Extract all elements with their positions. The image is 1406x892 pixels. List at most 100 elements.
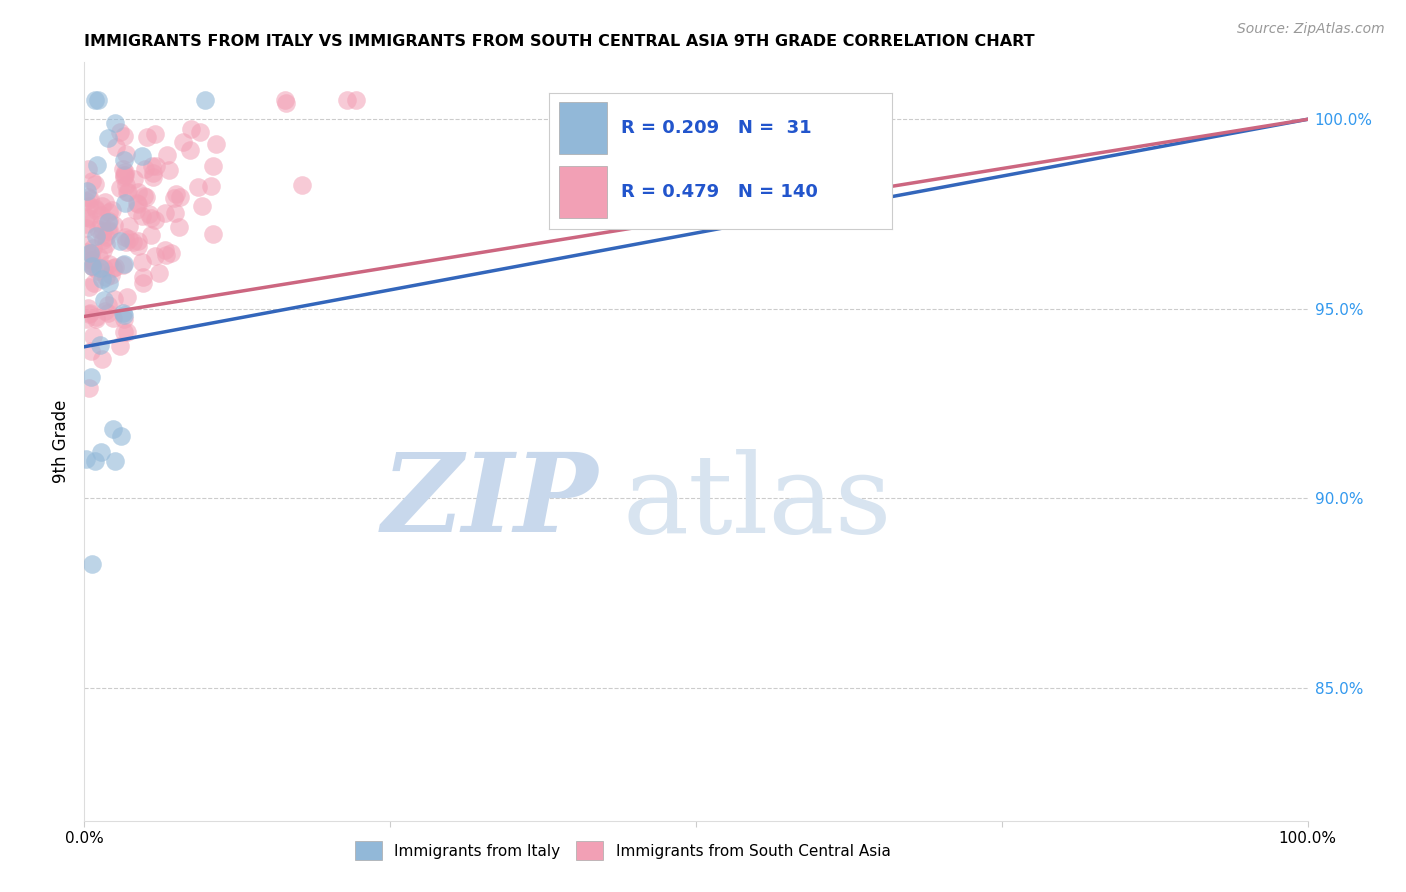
Point bbox=[87, 264, 110, 278]
Point bbox=[104, 139, 127, 153]
Point bbox=[127, 197, 149, 211]
Point bbox=[80, 255, 103, 269]
Point bbox=[127, 195, 149, 210]
Point bbox=[80, 246, 103, 260]
Point bbox=[156, 148, 179, 162]
Point bbox=[200, 179, 222, 194]
Point bbox=[75, 220, 97, 235]
Point bbox=[77, 199, 100, 213]
Point bbox=[84, 202, 107, 216]
Point bbox=[100, 202, 122, 217]
Point bbox=[136, 129, 159, 144]
Point bbox=[115, 235, 138, 249]
Point bbox=[91, 199, 114, 213]
Point bbox=[112, 153, 135, 168]
Point bbox=[76, 244, 98, 259]
Point bbox=[76, 238, 98, 252]
Point bbox=[155, 248, 177, 262]
Point bbox=[80, 260, 103, 274]
Point bbox=[110, 339, 132, 353]
Point bbox=[93, 293, 115, 307]
Point bbox=[91, 233, 114, 247]
Point bbox=[93, 303, 115, 318]
Point bbox=[97, 276, 120, 290]
Point bbox=[112, 169, 135, 183]
Point bbox=[142, 166, 165, 180]
Point bbox=[139, 211, 162, 225]
Point bbox=[112, 325, 135, 339]
Point bbox=[97, 224, 120, 238]
Point bbox=[117, 219, 139, 233]
Point bbox=[153, 243, 176, 257]
Point bbox=[101, 260, 124, 275]
Point bbox=[101, 310, 124, 325]
Point bbox=[91, 227, 114, 242]
Point bbox=[100, 268, 122, 282]
Point bbox=[97, 131, 120, 145]
Point bbox=[180, 121, 202, 136]
Point bbox=[336, 93, 359, 107]
Point bbox=[115, 325, 138, 339]
Point bbox=[77, 280, 100, 294]
Point bbox=[83, 276, 105, 290]
Point bbox=[84, 178, 107, 192]
Point bbox=[114, 230, 136, 244]
Point bbox=[82, 260, 104, 274]
Point bbox=[84, 93, 107, 107]
Point bbox=[143, 127, 166, 141]
Point bbox=[97, 306, 120, 320]
Point bbox=[89, 261, 111, 276]
Point bbox=[76, 184, 98, 198]
Point bbox=[94, 270, 117, 285]
Point bbox=[112, 312, 135, 326]
Point bbox=[127, 239, 149, 253]
Point bbox=[82, 259, 104, 273]
Point bbox=[179, 143, 201, 157]
Point bbox=[90, 351, 112, 366]
Point bbox=[205, 136, 228, 151]
Y-axis label: 9th Grade: 9th Grade bbox=[52, 400, 70, 483]
Point bbox=[134, 162, 156, 177]
Point bbox=[131, 149, 153, 163]
Point bbox=[344, 93, 367, 107]
Point bbox=[114, 168, 136, 182]
Point bbox=[125, 202, 148, 217]
Point bbox=[141, 228, 163, 243]
Text: IMMIGRANTS FROM ITALY VS IMMIGRANTS FROM SOUTH CENTRAL ASIA 9TH GRADE CORRELATIO: IMMIGRANTS FROM ITALY VS IMMIGRANTS FROM… bbox=[84, 34, 1035, 49]
Point bbox=[169, 190, 191, 204]
Point bbox=[75, 452, 97, 467]
Point bbox=[79, 246, 101, 260]
Point bbox=[159, 246, 181, 260]
Point bbox=[110, 181, 132, 195]
Point bbox=[98, 204, 121, 219]
Point bbox=[112, 162, 135, 177]
Point bbox=[77, 307, 100, 321]
Point bbox=[148, 266, 170, 280]
Point bbox=[121, 235, 143, 249]
Point bbox=[104, 454, 127, 468]
Point bbox=[115, 146, 138, 161]
Point bbox=[86, 158, 108, 172]
Point bbox=[94, 194, 117, 209]
Point bbox=[75, 217, 97, 231]
Point bbox=[165, 186, 187, 201]
Point bbox=[188, 125, 211, 139]
Point bbox=[135, 190, 157, 204]
Point bbox=[112, 170, 135, 185]
Point bbox=[138, 207, 160, 221]
Point bbox=[87, 93, 110, 107]
Point bbox=[132, 189, 155, 203]
Point bbox=[82, 253, 104, 268]
Point bbox=[167, 220, 190, 235]
Point bbox=[84, 202, 107, 217]
Point bbox=[127, 234, 149, 248]
Point bbox=[145, 159, 167, 173]
Point bbox=[131, 209, 153, 223]
Text: Source: ZipAtlas.com: Source: ZipAtlas.com bbox=[1237, 22, 1385, 37]
Point bbox=[141, 170, 163, 185]
Point bbox=[112, 305, 135, 319]
Point bbox=[153, 206, 176, 220]
Legend: Immigrants from Italy, Immigrants from South Central Asia: Immigrants from Italy, Immigrants from S… bbox=[349, 835, 897, 866]
Point bbox=[104, 260, 127, 274]
Point bbox=[90, 445, 112, 459]
